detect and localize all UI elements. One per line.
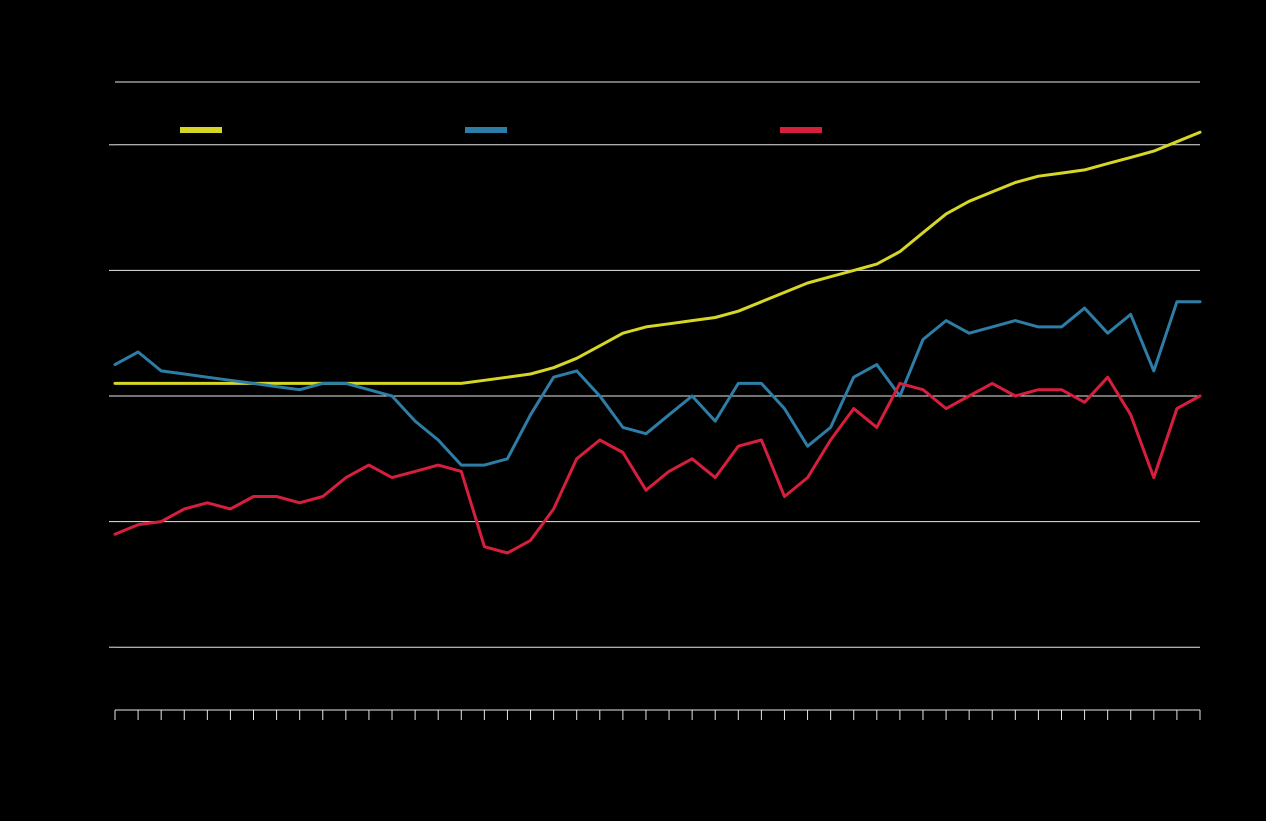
line-chart <box>0 0 1266 821</box>
